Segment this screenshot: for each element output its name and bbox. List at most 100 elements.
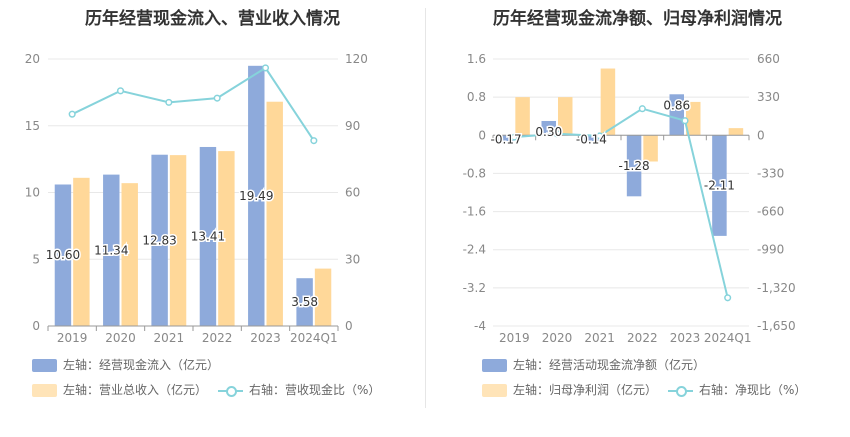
chart-plot-right: -4 -3.2 -2.4 -1.6 -0.8 0 0.8 1.6 -1,650 -1,320 -99… — [463, 52, 796, 345]
bar-data-label: 3.58 — [291, 295, 318, 309]
bar-blue — [103, 174, 120, 326]
x-axis-tick-label: 2023 — [670, 331, 701, 345]
bar-data-label: -0.14 — [576, 132, 607, 146]
chart-title: 历年经营现金流入、营业收入情况 — [85, 9, 340, 29]
legend-label: 左轴：归母净利润（亿元） — [513, 383, 658, 397]
line-point — [681, 117, 689, 125]
y-axis-right-tick-label: 120 — [345, 52, 368, 66]
y-axis-left-tick-label: 20 — [25, 52, 40, 66]
bar-data-label: -0.17 — [491, 132, 522, 146]
y-axis-right-tick-label: 90 — [345, 119, 360, 133]
chart-title: 历年经营现金流净额、归母净利润情况 — [493, 9, 782, 29]
x-axis-tick-label: 2021 — [584, 331, 615, 345]
y-axis-right-tick-label: -330 — [757, 166, 784, 180]
legend-item-cash-inflow[interactable]: 左轴：经营现金流入（亿元） — [32, 355, 219, 375]
line-point — [116, 87, 125, 95]
legend-label: 左轴：经营现金流入（亿元） — [63, 358, 220, 372]
bar-data-label: -2.11 — [704, 179, 735, 193]
bar-orange — [266, 101, 283, 326]
line-point — [213, 94, 221, 102]
line-point — [310, 137, 318, 145]
bar-orange — [121, 183, 138, 326]
y-axis-left-tick-label: 10 — [25, 186, 40, 200]
legend-swatch-line-teal — [218, 384, 243, 397]
bar-orange — [218, 151, 235, 326]
x-axis-tick-label: 2019 — [57, 331, 88, 345]
line-point — [510, 133, 518, 141]
bar-data-label: 0.86 — [663, 98, 690, 112]
x-axis-tick-label: 2019 — [499, 331, 530, 345]
bar-data-label: 13.41 — [191, 229, 225, 243]
bar-blue — [584, 135, 599, 142]
bar-orange — [558, 97, 573, 136]
bar-orange — [515, 97, 530, 136]
panel-divider — [425, 8, 426, 408]
y-axis-right-tick-label: 0 — [757, 128, 765, 142]
x-axis-tick-label: 2023 — [250, 331, 281, 345]
y-axis-right-tick-label: -1,650 — [757, 319, 796, 333]
legend-swatch-bar-orange — [32, 384, 57, 397]
series-line — [514, 107, 729, 299]
bar-orange — [169, 155, 187, 326]
bar-orange — [314, 268, 332, 326]
y-axis-left-tick-label: 1.6 — [467, 52, 486, 66]
chart-panel-right: 历年经营现金流净额、归母净利润情况 -4 -3.2 -2.4 -1.6 -0.8 0 0.8… — [425, 0, 850, 437]
bar-blue — [248, 65, 265, 326]
y-axis-right-tick-label: 330 — [757, 90, 780, 104]
bar-orange — [728, 128, 744, 136]
bar-blue — [296, 278, 313, 326]
y-axis-left-tick-label: -1.6 — [463, 205, 486, 219]
line-point — [553, 130, 561, 138]
y-axis-left-tick-label: -0.8 — [463, 166, 486, 180]
y-axis-right-tick-label: -990 — [757, 243, 784, 257]
y-axis-left-tick-label: -2.4 — [463, 243, 486, 257]
legend-item-revenue[interactable]: 左轴：营业总收入（亿元） — [32, 380, 207, 400]
legend-item-net-profit[interactable]: 左轴：归母净利润（亿元） — [482, 380, 657, 400]
legend-item-net-cash-ratio[interactable]: 右轴：净现比（%） — [668, 380, 806, 400]
bar-blue — [151, 154, 168, 326]
bar-orange — [73, 177, 90, 326]
legend-swatch-bar-blue — [482, 359, 507, 372]
legend-item-net-cash-flow[interactable]: 左轴：经营活动现金流净额（亿元） — [482, 355, 705, 375]
y-axis-left-tick-label: -3.2 — [463, 281, 486, 295]
y-axis-left-tick-label: -4 — [474, 319, 486, 333]
bar-blue — [712, 135, 727, 236]
bar-data-label: -1.28 — [619, 159, 650, 173]
chart-plot-left: 0 5 10 15 20 0 30 60 90 120 2019 2020 2021 2022 2023 20… — [25, 52, 368, 345]
x-axis-tick-label: 2024Q1 — [704, 331, 752, 345]
line-point — [165, 98, 173, 106]
y-axis-right-tick-label: -1,320 — [757, 281, 796, 295]
bar-data-label: 12.83 — [142, 233, 176, 247]
legend-swatch-bar-blue — [32, 359, 57, 372]
legend-swatch-bar-orange — [482, 384, 507, 397]
line-point — [261, 64, 270, 72]
legend-label: 右轴：净现比（%） — [699, 383, 807, 397]
x-axis-tick-label: 2024Q1 — [290, 331, 338, 345]
bar-blue — [626, 135, 642, 197]
legend-label: 右轴：营收现金比（%） — [249, 383, 381, 397]
x-axis-tick-label: 2022 — [202, 331, 233, 345]
y-axis-left-tick-label: 0 — [32, 319, 40, 333]
bar-blue — [669, 94, 684, 136]
y-axis-right-tick-label: 660 — [757, 52, 780, 66]
line-point — [68, 110, 76, 118]
x-axis-tick-label: 2020 — [105, 331, 136, 345]
bar-data-label: 10.60 — [46, 248, 80, 262]
series-line — [71, 66, 315, 142]
legend-item-cash-revenue-ratio[interactable]: 右轴：营收现金比（%） — [218, 380, 380, 400]
bar-data-label: 0.30 — [535, 125, 562, 139]
x-axis-tick-label: 2022 — [627, 331, 658, 345]
bar-blue — [199, 146, 217, 326]
bar-blue — [498, 135, 514, 144]
y-axis-right-tick-label: 0 — [345, 319, 353, 333]
bar-blue — [541, 120, 556, 136]
bar-blue — [54, 184, 72, 326]
y-axis-left-tick-label: 15 — [25, 119, 40, 133]
line-point — [596, 132, 604, 140]
bar-orange — [643, 135, 658, 162]
legend-label: 左轴：经营活动现金流净额（亿元） — [513, 358, 706, 372]
legend-swatch-line-teal — [668, 384, 693, 397]
y-axis-left-tick-label: 0 — [478, 128, 486, 142]
legend-label: 左轴：营业总收入（亿元） — [63, 383, 208, 397]
y-axis-left-tick-label: 0.8 — [467, 90, 486, 104]
